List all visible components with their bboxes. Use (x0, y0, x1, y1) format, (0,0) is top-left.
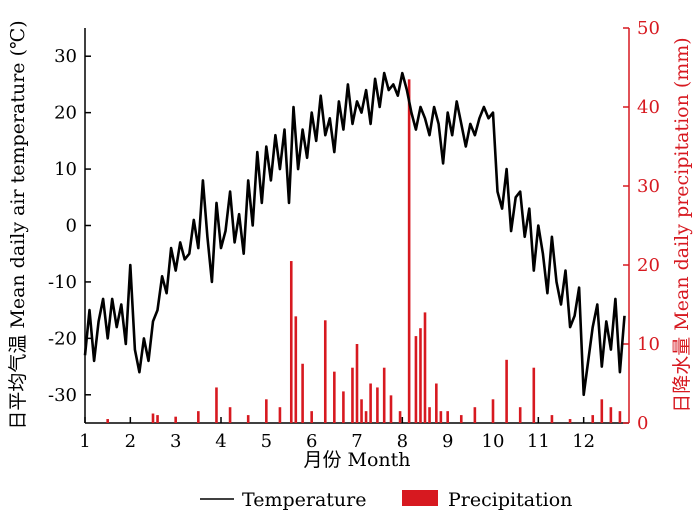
y-tick-label-left: -20 (48, 328, 77, 349)
precipitation-bar (333, 371, 336, 423)
y-axis-left-title: 日平均气温 Mean daily air temperature (℃) (7, 20, 29, 429)
precipitation-bar (473, 407, 477, 423)
precipitation-bar (310, 411, 313, 423)
y-ticks-right: 0 10 20 30 40 50 (623, 18, 660, 434)
legend-precipitation-swatch (402, 490, 438, 506)
x-tick-label: 8 (397, 431, 408, 452)
y-ticks-left: -30 -20 -10 0 10 20 30 (48, 46, 91, 406)
precipitation-bar (265, 399, 268, 423)
x-tick-label: 5 (261, 431, 272, 452)
precipitation-bar (294, 316, 298, 423)
x-tick-label: 7 (351, 431, 362, 452)
precipitation-bar (342, 391, 345, 423)
legend-precipitation-label: Precipitation (448, 489, 572, 511)
y-axis-right-title: 日降水量 Mean daily precipitation (mm) (671, 37, 693, 412)
legend-temperature-label: Temperature (242, 489, 366, 511)
x-tick-label: 12 (572, 431, 595, 452)
y-tick-label-left: 0 (66, 216, 77, 237)
precipitation-bar (351, 367, 354, 423)
precipitation-bar (459, 415, 463, 423)
precipitation-bar (156, 415, 159, 423)
x-tick-label: 10 (482, 431, 505, 452)
x-tick-label: 11 (527, 431, 550, 452)
precipitation-bar (215, 387, 218, 423)
precipitation-bar (376, 387, 379, 423)
precipitation-bar (289, 261, 293, 423)
y-tick-label-right: 0 (637, 413, 648, 434)
y-tick-label-left: -30 (48, 385, 77, 406)
precipitation-bar (323, 320, 327, 423)
y-tick-label-left: 30 (54, 46, 77, 67)
x-tick-label: 6 (306, 431, 317, 452)
precipitation-bar (106, 419, 109, 423)
precipitation-bar (407, 79, 411, 423)
x-tick-label: 4 (215, 431, 226, 452)
precipitation-bar (591, 415, 595, 423)
precipitation-bar (369, 383, 372, 423)
precipitation-bars (106, 79, 622, 423)
x-ticks: 1 2 3 4 5 6 7 8 9 10 11 12 (79, 417, 595, 452)
y-tick-label-right: 40 (637, 97, 660, 118)
precipitation-bar (505, 359, 508, 423)
y-tick-label-left: 10 (54, 159, 77, 180)
precipitation-bar (398, 411, 402, 423)
precipitation-bar (446, 411, 449, 423)
precipitation-bar (568, 419, 572, 423)
precipitation-bar (414, 336, 418, 423)
y-tick-label-right: 50 (637, 18, 660, 39)
precipitation-bar (609, 407, 613, 423)
temperature-line (83, 71, 626, 397)
precipitation-bar (439, 411, 443, 423)
x-tick-label: 3 (170, 431, 181, 452)
precipitation-bar (423, 312, 427, 423)
precipitation-bar (435, 383, 438, 423)
precipitation-bar (618, 411, 622, 423)
y-tick-label-right: 20 (637, 255, 660, 276)
y-tick-label-right: 10 (637, 334, 660, 355)
precipitation-bar (550, 415, 554, 423)
precipitation-bar (360, 399, 363, 423)
x-tick-label: 9 (442, 431, 453, 452)
precipitation-bar (600, 399, 604, 423)
precipitation-bar (174, 416, 177, 423)
legend: Temperature Precipitation (200, 489, 572, 511)
precipitation-bar (428, 407, 431, 423)
precipitation-bar (355, 344, 359, 423)
precipitation-bar (197, 411, 200, 423)
precipitation-bar (301, 363, 304, 423)
precipitation-bar (278, 407, 282, 423)
precipitation-bar (151, 413, 155, 423)
precipitation-bar (382, 367, 386, 423)
y-tick-label-left: 20 (54, 103, 77, 124)
precipitation-bar (419, 328, 422, 423)
x-axis-title: 月份 Month (303, 449, 410, 471)
precipitation-bar (228, 407, 232, 423)
x-tick-label: 2 (125, 431, 136, 452)
precipitation-bar (532, 367, 536, 423)
precipitation-bar (246, 415, 250, 423)
y-tick-label-left: -10 (48, 272, 77, 293)
precipitation-bar (518, 407, 522, 423)
precipitation-bar (364, 411, 368, 423)
x-tick-label: 1 (79, 431, 90, 452)
y-tick-label-right: 30 (637, 176, 660, 197)
precipitation-bar (389, 395, 393, 423)
precipitation-bar (491, 399, 495, 423)
